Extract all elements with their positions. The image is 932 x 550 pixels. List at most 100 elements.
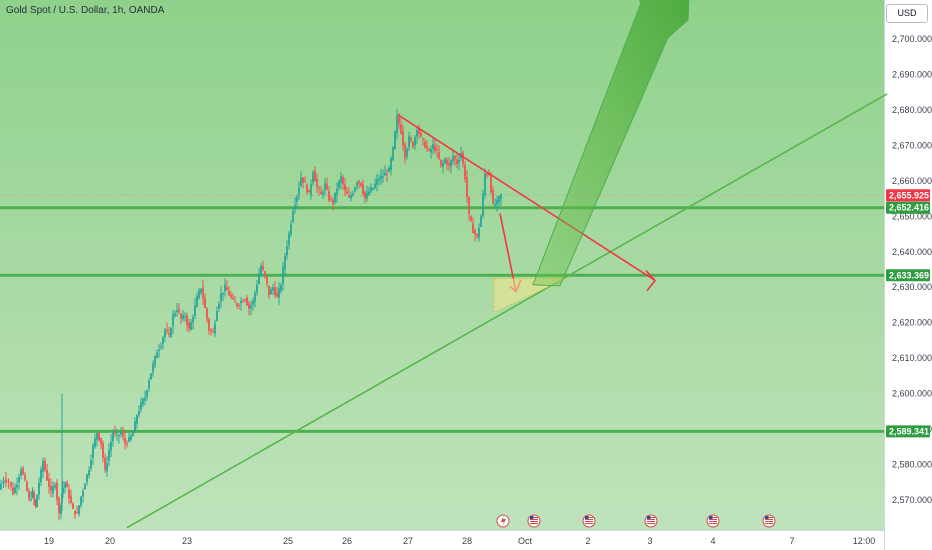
candle-body <box>106 463 108 472</box>
candle-body <box>136 415 138 424</box>
candle-body <box>484 173 486 196</box>
candle-body <box>284 255 286 270</box>
candle-body <box>344 184 346 191</box>
us-flag-icon[interactable] <box>644 514 658 528</box>
candle-body <box>290 223 292 235</box>
candle-body <box>224 284 226 291</box>
candle-body <box>378 179 380 181</box>
candle-body <box>412 141 414 148</box>
x-tick-label: 19 <box>44 536 54 546</box>
y-tick-label: 2,600.000 <box>892 389 932 399</box>
us-flag-icon[interactable] <box>527 514 541 528</box>
currency-button[interactable]: USD <box>886 4 928 23</box>
flag-canton <box>585 516 589 519</box>
flag-stripe <box>585 519 593 520</box>
candle-body <box>54 484 56 488</box>
candle-body <box>126 443 128 445</box>
y-tick-label: 2,620.000 <box>892 318 932 328</box>
candle-body <box>172 314 174 327</box>
level-low-tag <box>886 425 930 438</box>
us-flag-icon[interactable] <box>706 514 720 528</box>
candle-body <box>140 402 142 410</box>
candle-body <box>308 189 310 193</box>
chart-title: Gold Spot / U.S. Dollar, 1h, OANDA <box>6 5 165 16</box>
flag-stripe <box>585 517 593 518</box>
candle-body <box>112 433 114 442</box>
candle-body <box>250 305 252 309</box>
us-flag-icon[interactable] <box>762 514 776 528</box>
candle-body <box>264 271 266 276</box>
resistance-arrow-head <box>645 270 657 292</box>
flag-stripe <box>647 523 655 524</box>
candle-body <box>372 188 374 190</box>
candle-body <box>384 172 386 176</box>
bullish-arrow[interactable] <box>532 0 690 287</box>
candle-body <box>228 290 230 296</box>
candle-body <box>430 148 432 153</box>
candle-body <box>170 328 172 337</box>
candle-body <box>162 337 164 344</box>
candle-body <box>320 191 322 195</box>
lightning-icon[interactable] <box>496 514 510 528</box>
flag-stripe <box>765 523 773 524</box>
candle-body <box>442 162 444 167</box>
candle-body <box>376 179 378 185</box>
candle-body <box>26 482 28 491</box>
lightning-glyph <box>501 515 506 527</box>
candle-body <box>62 487 64 493</box>
candle-body <box>96 433 98 440</box>
candle-body <box>282 267 284 284</box>
candle-body <box>230 294 232 298</box>
candle-body <box>50 485 52 491</box>
resistance-arrow-line[interactable] <box>397 114 656 282</box>
x-tick-label: 27 <box>403 536 413 546</box>
candle-body <box>358 180 360 184</box>
candle-body <box>464 164 466 180</box>
y-tick-label: 2,690.000 <box>892 69 932 79</box>
candle-body <box>470 216 472 221</box>
candle-body <box>66 482 68 488</box>
candle-body <box>350 195 352 199</box>
candle-body <box>338 181 340 188</box>
candle-body <box>214 323 216 334</box>
candle-body <box>458 159 460 164</box>
target-zone[interactable] <box>493 277 567 314</box>
candle-body <box>254 292 256 302</box>
candle-body <box>242 301 244 303</box>
candle-body <box>174 313 176 316</box>
candle-body <box>132 432 134 437</box>
candle-body <box>324 183 326 190</box>
candle-body <box>14 487 16 493</box>
candle-body <box>202 287 204 299</box>
candle-body <box>414 137 416 146</box>
candle-body <box>404 143 406 159</box>
candle-body <box>304 180 306 183</box>
candle-body <box>158 349 160 352</box>
x-tick-label: 7 <box>789 536 794 546</box>
candle-body <box>116 433 118 435</box>
plot-background <box>0 0 884 530</box>
candle-body <box>212 331 214 333</box>
candle-body <box>31 490 34 497</box>
us-flag-icon[interactable] <box>582 514 596 528</box>
candle-body <box>272 287 274 291</box>
candle-body <box>78 505 80 515</box>
candle-body <box>138 410 140 415</box>
candle-body <box>142 398 144 405</box>
flag-canton <box>647 516 651 519</box>
candle-body <box>444 159 446 164</box>
candle-body <box>422 138 424 140</box>
candle-body <box>28 491 30 499</box>
candle-body <box>368 191 370 196</box>
flag-stripe <box>765 519 773 520</box>
flag-stripe <box>709 519 717 520</box>
candle-body <box>434 145 436 152</box>
rising-trend-line[interactable] <box>126 93 888 529</box>
x-tick-label: 28 <box>462 536 472 546</box>
candle-body <box>332 200 334 204</box>
candle-body <box>356 182 358 187</box>
level-high-tag <box>886 201 930 214</box>
candle-body <box>424 141 426 148</box>
